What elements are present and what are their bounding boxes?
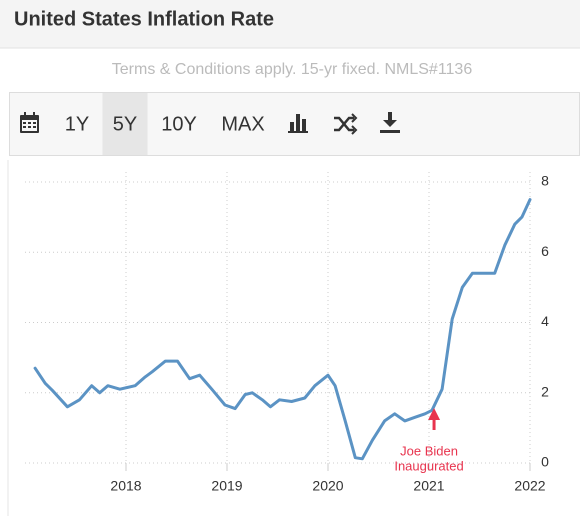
y-tick-label: 4 xyxy=(541,313,549,329)
range-button[interactable]: 10Y xyxy=(161,113,197,135)
y-tick-label: 6 xyxy=(541,243,549,259)
title: United States Inflation Rate xyxy=(14,8,274,30)
annotation-text: Inaugurated xyxy=(394,458,463,473)
x-tick-label: 2022 xyxy=(514,478,545,494)
x-tick-label: 2018 xyxy=(110,478,141,494)
y-tick-label: 0 xyxy=(541,454,549,470)
y-tick-label: 8 xyxy=(541,173,549,189)
x-tick-label: 2019 xyxy=(211,478,242,494)
annotation-arrowhead xyxy=(428,408,441,420)
toolbar xyxy=(9,92,580,156)
shuffle-icon[interactable] xyxy=(334,113,358,135)
annotation-text: Joe Biden xyxy=(400,443,458,458)
range-button[interactable]: 1Y xyxy=(65,113,89,135)
range-button[interactable]: 5Y xyxy=(113,113,137,135)
download-icon[interactable] xyxy=(380,112,400,133)
x-tick-label: 2020 xyxy=(312,478,343,494)
range-button-selected xyxy=(102,93,148,155)
x-tick-label: 2021 xyxy=(413,478,444,494)
disclaimer: Terms & Conditions apply. 15-yr fixed. N… xyxy=(112,61,473,78)
calendar-icon[interactable] xyxy=(20,112,39,133)
y-tick-label: 2 xyxy=(541,383,549,399)
range-button[interactable]: MAX xyxy=(221,113,264,135)
header-bg xyxy=(0,0,580,48)
line xyxy=(33,198,532,461)
bar-chart-icon[interactable] xyxy=(288,114,308,133)
